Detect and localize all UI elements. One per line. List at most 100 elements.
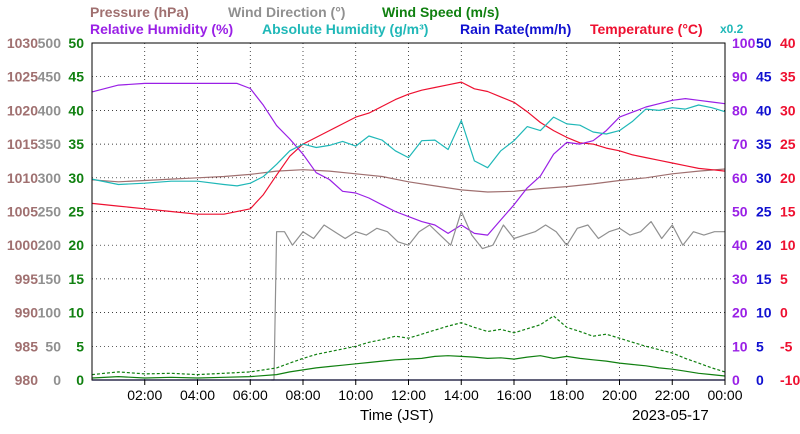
y-tick-label-temperature: 40: [780, 35, 796, 51]
y-tick-label-absolute-humidity-rain-rate: 40: [756, 102, 772, 118]
y-tick-label-relative-humidity: 70: [732, 136, 748, 152]
title-rain-rate: Rain Rate(mm/h): [460, 21, 571, 37]
y-tick-label-wind-speed: 10: [68, 305, 84, 321]
y-tick-label-wind-speed: 40: [68, 102, 84, 118]
x-tick-label: 20:00: [602, 387, 637, 403]
title-wind-direction: Wind Direction (°): [228, 4, 345, 20]
y-tick-label-pressure: 995: [15, 271, 39, 287]
x-tick-label: 18:00: [549, 387, 584, 403]
y-tick-label-temperature: 15: [780, 204, 796, 220]
y-tick-label-relative-humidity: 60: [732, 170, 748, 186]
y-tick-label-pressure: 1025: [7, 69, 38, 85]
y-tick-label-absolute-humidity-rain-rate: 10: [756, 305, 772, 321]
x-tick-label: 22:00: [655, 387, 690, 403]
y-tick-label-absolute-humidity-rain-rate: 25: [756, 204, 772, 220]
y-tick-label-absolute-humidity-rain-rate: 15: [756, 271, 772, 287]
y-tick-label-relative-humidity: 50: [732, 204, 748, 220]
y-tick-label-wind-direction: 200: [38, 237, 62, 253]
y-tick-label-temperature: -5: [780, 338, 793, 354]
y-tick-label-absolute-humidity-rain-rate: 30: [756, 170, 772, 186]
title-pressure: Pressure (hPa): [90, 4, 189, 20]
y-tick-label-temperature: 5: [780, 271, 788, 287]
y-tick-label-relative-humidity: 40: [732, 237, 748, 253]
x-tick-label: 00:00: [707, 387, 742, 403]
y-tick-label-relative-humidity: 30: [732, 271, 748, 287]
x-tick-label: 12:00: [391, 387, 426, 403]
y-tick-label-wind-speed: 15: [68, 271, 84, 287]
y-tick-label-pressure: 1015: [7, 136, 38, 152]
y-tick-label-pressure: 985: [15, 338, 39, 354]
x-tick-label: 10:00: [338, 387, 373, 403]
y-tick-label-pressure: 1020: [7, 102, 38, 118]
y-tick-label-wind-speed: 0: [76, 372, 84, 388]
y-tick-label-absolute-humidity-rain-rate: 50: [756, 35, 772, 51]
y-tick-label-wind-speed: 25: [68, 204, 84, 220]
y-tick-label-relative-humidity: 20: [732, 305, 748, 321]
y-tick-label-temperature: 35: [780, 69, 796, 85]
title-wind-speed: Wind Speed (m/s): [382, 4, 499, 20]
y-tick-label-wind-speed: 30: [68, 170, 84, 186]
y-tick-label-wind-direction: 100: [38, 305, 62, 321]
axes: 9809859909951000100510101015102010251030…: [7, 35, 800, 388]
x-axis-title: Time (JST): [360, 407, 434, 424]
y-tick-label-wind-direction: 350: [38, 136, 62, 152]
series-wind-speed-gust: [91, 315, 726, 376]
y-tick-label-wind-direction: 450: [38, 69, 62, 85]
series-absolute-humidity: [91, 104, 726, 187]
y-tick-label-wind-direction: 500: [38, 35, 62, 51]
x-tick-label: 02:00: [127, 387, 162, 403]
y-tick-label-absolute-humidity-rain-rate: 45: [756, 69, 772, 85]
x-tick-label: 16:00: [496, 387, 531, 403]
y-tick-label-wind-direction: 300: [38, 170, 62, 186]
y-tick-label-temperature: 30: [780, 102, 796, 118]
y-tick-label-wind-direction: 150: [38, 271, 62, 287]
y-tick-label-absolute-humidity-rain-rate: 0: [756, 372, 764, 388]
rain-scale-note: x0.2: [720, 22, 744, 36]
series-wind-speed-mean: [91, 355, 726, 379]
y-tick-label-absolute-humidity-rain-rate: 20: [756, 237, 772, 253]
y-tick-label-pressure: 1000: [7, 237, 38, 253]
y-tick-label-wind-speed: 50: [68, 35, 84, 51]
y-tick-label-temperature: 20: [780, 170, 796, 186]
y-tick-label-wind-speed: 5: [76, 338, 84, 354]
series-temperature: [91, 81, 726, 215]
title-absolute-humidity: Absolute Humidity (g/m³): [262, 21, 428, 37]
title-row-2: Relative Humidity (%) Absolute Humidity …: [90, 21, 744, 37]
y-tick-label-relative-humidity: 10: [732, 338, 748, 354]
y-tick-label-relative-humidity: 90: [732, 69, 748, 85]
y-tick-label-relative-humidity: 80: [732, 102, 748, 118]
y-tick-label-pressure: 980: [15, 372, 39, 388]
x-tick-label: 14:00: [444, 387, 479, 403]
y-tick-label-pressure: 1010: [7, 170, 38, 186]
y-tick-label-relative-humidity: 0: [732, 372, 740, 388]
series-relative-humidity: [91, 82, 726, 236]
y-tick-label-temperature: -10: [780, 372, 800, 388]
y-tick-label-temperature: 0: [780, 305, 788, 321]
y-tick-label-wind-direction: 50: [45, 338, 61, 354]
y-tick-label-pressure: 1005: [7, 204, 38, 220]
x-axis-ticks: 02:00 04:00 06:00 08:00 10:00 12:00 14:00 16:00…: [127, 380, 743, 403]
y-tick-label-absolute-humidity-rain-rate: 35: [756, 136, 772, 152]
y-tick-label-temperature: 10: [780, 237, 796, 253]
y-tick-label-relative-humidity: 100: [732, 35, 756, 51]
y-tick-label-wind-speed: 35: [68, 136, 84, 152]
series-pressure: [91, 168, 726, 193]
y-tick-label-wind-direction: 0: [53, 372, 61, 388]
y-tick-label-pressure: 990: [15, 305, 39, 321]
grid: [92, 43, 725, 380]
y-tick-label-wind-speed: 20: [68, 237, 84, 253]
x-tick-label: 08:00: [285, 387, 320, 403]
y-tick-label-wind-speed: 45: [68, 69, 84, 85]
y-tick-label-wind-direction: 250: [38, 204, 62, 220]
x-tick-label: 06:00: [233, 387, 268, 403]
x-tick-label: 04:00: [180, 387, 215, 403]
title-temperature: Temperature (°C): [590, 21, 703, 37]
title-relative-humidity: Relative Humidity (%): [90, 21, 233, 37]
y-tick-label-temperature: 25: [780, 136, 796, 152]
date-label: 2023-05-17: [632, 407, 709, 424]
title-row-1: Pressure (hPa) Wind Direction (°) Wind S…: [90, 4, 499, 20]
y-tick-label-absolute-humidity-rain-rate: 5: [756, 338, 764, 354]
y-tick-label-pressure: 1030: [7, 35, 38, 51]
y-tick-label-wind-direction: 400: [38, 102, 62, 118]
